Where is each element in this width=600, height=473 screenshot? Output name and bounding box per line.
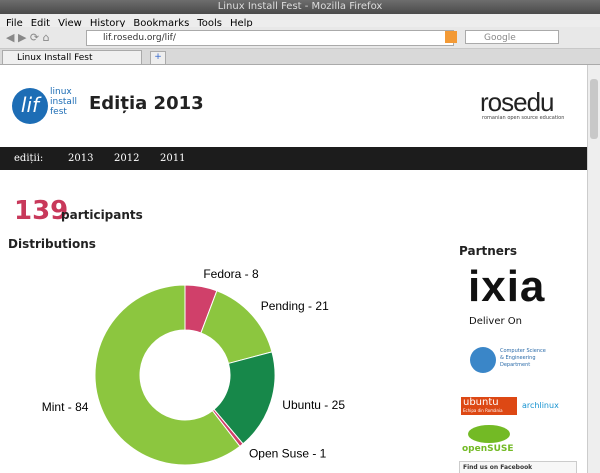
cse-line: Computer Science bbox=[500, 348, 546, 354]
facebook-title: Find us on Facebook bbox=[463, 464, 533, 471]
search-box[interactable]: Google bbox=[465, 30, 559, 44]
logo-line: linux bbox=[50, 87, 72, 97]
new-tab[interactable]: + bbox=[150, 51, 166, 65]
ubuntu-name: ubuntu bbox=[463, 397, 499, 408]
facebook-box[interactable]: Find us on Facebook bbox=[459, 461, 577, 473]
ubuntu-sub: Echipa din România bbox=[463, 408, 503, 413]
menu-item[interactable]: File bbox=[6, 18, 23, 29]
archlinux-logo[interactable]: archlinux bbox=[522, 401, 559, 410]
nav-buttons[interactable]: ◀ ▶ ⟳ ⌂ bbox=[6, 31, 50, 44]
url-bar[interactable]: lif.rosedu.org/lif/ bbox=[86, 30, 454, 46]
participant-count: 139 bbox=[14, 196, 69, 226]
url: lif.rosedu.org/lif/ bbox=[103, 33, 176, 43]
donut-chart: Fedora - 8 Pending - 21 Ubuntu - 25 Open Su… bbox=[42, 267, 345, 466]
title-bar: Linux Install Fest - Mozilla Firefox bbox=[0, 0, 600, 14]
nav-toolbar: ◀ ▶ ⟳ ⌂ lif.rosedu.org/lif/ Google bbox=[0, 27, 600, 49]
tab-bar: Linux Install Fest + bbox=[0, 49, 600, 65]
slice-label: Open Suse - 1 bbox=[249, 447, 327, 461]
slice-label: Mint - 84 bbox=[42, 400, 89, 414]
slice-label: Fedora - 8 bbox=[203, 267, 259, 281]
nav-link[interactable]: 2011 bbox=[160, 153, 186, 164]
tab[interactable]: Linux Install Fest bbox=[2, 50, 142, 64]
tab-title: Linux Install Fest bbox=[17, 53, 93, 63]
slice-label: Ubuntu - 25 bbox=[282, 398, 345, 412]
nav-link[interactable]: 2013 bbox=[68, 153, 94, 164]
scrollbar[interactable] bbox=[587, 65, 600, 473]
menu-item[interactable]: History bbox=[89, 18, 126, 29]
section-title: Distributions bbox=[8, 237, 96, 251]
logo-text: linux install fest bbox=[50, 87, 77, 117]
page-title: Ediția 2013 bbox=[89, 93, 204, 114]
lif-logo: lif bbox=[12, 88, 48, 124]
cse-line: Department bbox=[500, 362, 531, 368]
menu-item[interactable]: Edit bbox=[30, 18, 51, 29]
partners-title: Partners bbox=[459, 244, 517, 258]
cse-line: & Engineering bbox=[500, 355, 536, 361]
opensuse-logo: openSUSE bbox=[462, 444, 514, 454]
rosedu-tagline: romanian open source education bbox=[482, 115, 565, 121]
logo-line: install bbox=[50, 97, 77, 107]
participant-label: participants bbox=[61, 208, 143, 222]
logo-line: fest bbox=[50, 107, 67, 117]
ubuntu-logo[interactable]: ubuntu Echipa din România bbox=[461, 397, 517, 415]
donut-slice bbox=[94, 284, 241, 466]
ixia-tagline: Deliver On bbox=[469, 316, 522, 327]
rosedu-logo: rosedu bbox=[480, 87, 554, 117]
cse-logo-icon[interactable] bbox=[470, 347, 496, 373]
search-placeholder: Google bbox=[484, 33, 516, 43]
menu-item[interactable]: Help bbox=[229, 18, 253, 29]
logo-mark: lif bbox=[20, 93, 40, 117]
ixia-logo[interactable]: ixia bbox=[468, 262, 546, 311]
slice-label: Pending - 21 bbox=[261, 299, 329, 313]
nav-label: ediții: bbox=[14, 153, 44, 164]
menu-bar: File Edit View History Bookmarks Tools Help bbox=[0, 14, 600, 29]
edition-nav: ediții: 2013 2012 2011 bbox=[0, 147, 587, 170]
menu-item[interactable]: Tools bbox=[197, 18, 222, 29]
cse-logo-text: Computer Science & Engineering Departmen… bbox=[500, 348, 546, 369]
menu-item[interactable]: Bookmarks bbox=[133, 18, 190, 29]
window-title: Linux Install Fest - Mozilla Firefox bbox=[217, 1, 383, 12]
menu-item[interactable]: View bbox=[58, 18, 82, 29]
nav-link[interactable]: 2012 bbox=[114, 153, 140, 164]
rss-icon[interactable] bbox=[445, 31, 457, 43]
scroll-thumb[interactable] bbox=[590, 79, 598, 139]
opensuse-icon[interactable] bbox=[468, 425, 510, 443]
